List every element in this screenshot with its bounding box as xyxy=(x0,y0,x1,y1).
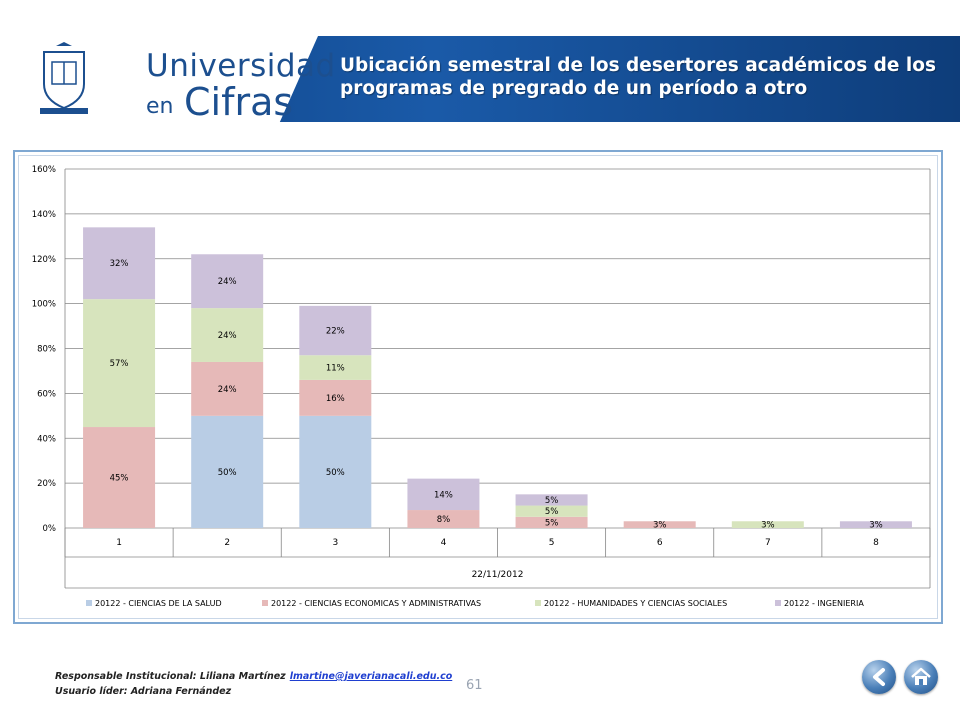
bar-segment xyxy=(623,521,696,528)
y-tick-label: 40% xyxy=(37,434,56,444)
data-label: 32% xyxy=(110,259,129,269)
data-label: 3% xyxy=(869,521,883,531)
y-tick-label: 120% xyxy=(32,255,56,265)
legend-label: 20122 - INGENIERIA xyxy=(784,599,864,608)
data-label: 24% xyxy=(218,331,237,341)
header-banner: Universidad en Cifras Ubicación semestra… xyxy=(0,36,960,122)
bar-segment xyxy=(515,516,588,528)
y-tick-label: 160% xyxy=(32,165,56,175)
data-label: 3% xyxy=(653,521,667,531)
legend-swatch xyxy=(775,600,781,606)
chart-frame: 0% 20% 40% 60% 80% 100% 120% 140% 160% 1 2 3 4 5 6 7 8 22… xyxy=(13,150,943,624)
bar-segment xyxy=(515,505,588,517)
brand-en: en xyxy=(146,94,174,119)
bar-segment xyxy=(299,415,372,528)
data-label: 14% xyxy=(434,490,453,500)
y-tick-label: 60% xyxy=(37,389,56,399)
y-tick-label: 20% xyxy=(37,479,56,489)
y-tick-label: 140% xyxy=(32,210,56,220)
bar-segment xyxy=(83,299,156,428)
bar-segment xyxy=(839,521,912,528)
data-label: 16% xyxy=(326,394,345,404)
bar-segment xyxy=(731,521,804,528)
footer-credits: Responsable Institucional: Liliana Martí… xyxy=(55,669,452,699)
bar-segment xyxy=(407,510,480,528)
bar-segment xyxy=(299,379,372,416)
x-tick-label: 2 xyxy=(224,538,230,548)
page-number: 61 xyxy=(466,678,483,693)
legend-swatch xyxy=(262,600,268,606)
brand-universidad: Universidad xyxy=(146,48,336,84)
email-link[interactable]: lmartine@javerianacali.edu.co xyxy=(289,671,453,682)
data-label: 22% xyxy=(326,327,345,337)
legend-label: 20122 - CIENCIAS DE LA SALUD xyxy=(95,599,222,608)
x-tick-label: 6 xyxy=(657,538,663,548)
data-label: 24% xyxy=(218,277,237,287)
home-icon xyxy=(911,667,931,685)
stacked-bar-chart: 0% 20% 40% 60% 80% 100% 120% 140% 160% 1 2 3 4 5 6 7 8 22… xyxy=(32,165,931,608)
data-label: 8% xyxy=(437,515,451,525)
bar-segment xyxy=(407,478,480,511)
responsable-label: Responsable Institucional: Liliana Martí… xyxy=(55,671,286,682)
back-button[interactable] xyxy=(862,660,896,694)
bar-segment xyxy=(191,308,264,362)
bar-segment xyxy=(299,305,372,356)
bar-segment xyxy=(299,355,372,380)
y-tick-label: 80% xyxy=(37,345,56,355)
x-tick-label: 8 xyxy=(873,538,879,548)
legend-swatch xyxy=(86,600,92,606)
data-label: 57% xyxy=(110,359,129,369)
legend-label: 20122 - HUMANIDADES Y CIENCIAS SOCIALES xyxy=(544,599,727,608)
data-label: 3% xyxy=(761,521,775,531)
x-tick-label: 7 xyxy=(765,538,771,548)
x-tick-label: 5 xyxy=(549,538,555,548)
bar-segment xyxy=(83,227,156,300)
legend-label: 20122 - CIENCIAS ECONOMICAS Y ADMINISTRA… xyxy=(271,599,481,608)
y-tick-label: 100% xyxy=(32,300,56,310)
bar-segment xyxy=(191,361,264,416)
x-tick-label: 4 xyxy=(441,538,447,548)
data-label: 45% xyxy=(110,474,129,484)
data-label: 5% xyxy=(545,518,559,528)
bar-segment xyxy=(191,254,264,309)
bar-segment xyxy=(515,494,588,506)
data-label: 5% xyxy=(545,496,559,506)
bar-segment xyxy=(191,415,264,528)
back-arrow-icon xyxy=(873,668,885,686)
data-label: 50% xyxy=(326,468,345,478)
data-label: 50% xyxy=(218,468,237,478)
x-tick-label: 3 xyxy=(332,538,338,548)
data-label: 11% xyxy=(326,364,345,374)
logo-area xyxy=(0,36,318,122)
data-label: 24% xyxy=(218,385,237,395)
data-label: 5% xyxy=(545,507,559,517)
y-tick-label: 0% xyxy=(43,524,57,534)
page-title: Ubicación semestral de los desertores ac… xyxy=(340,55,936,99)
chart-inner-border xyxy=(18,155,938,619)
usuario-lider: Usuario líder: Adriana Fernández xyxy=(55,686,232,697)
home-button[interactable] xyxy=(904,660,938,694)
university-crest-icon xyxy=(40,42,88,114)
brand-cifras: Cifras xyxy=(184,80,294,122)
x-axis-title: 22/11/2012 xyxy=(472,570,524,580)
legend-swatch xyxy=(535,600,541,606)
bar-segment xyxy=(83,427,156,528)
x-tick-label: 1 xyxy=(116,538,122,548)
